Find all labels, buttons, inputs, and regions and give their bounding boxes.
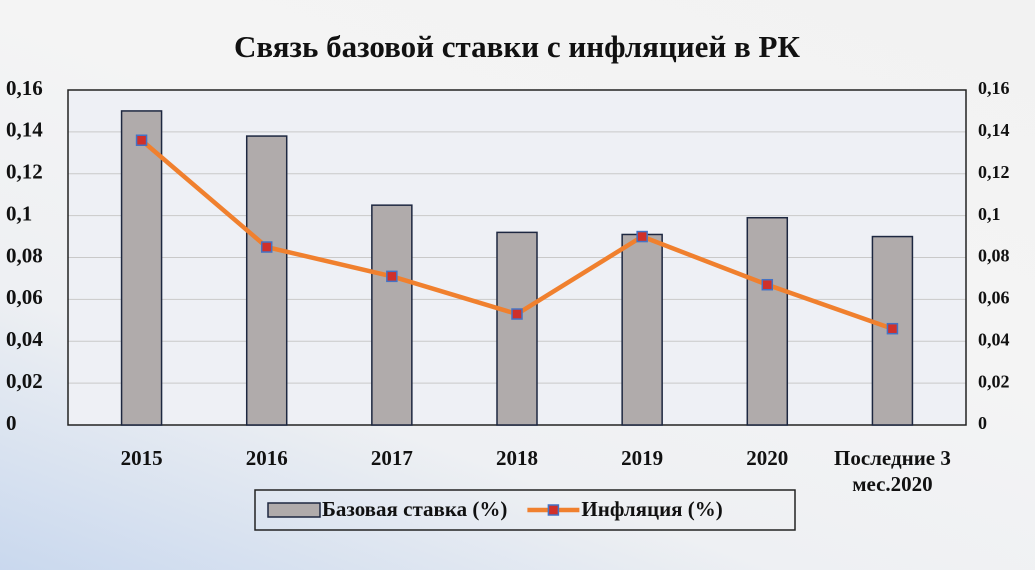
y2-tick-label: 0,06: [978, 288, 1010, 308]
x-tick-label: 2017: [370, 446, 413, 470]
bar: [371, 204, 413, 426]
line-marker: [135, 134, 148, 146]
y2-tick-label: 0,14: [978, 120, 1010, 140]
y-tick-label: 0,12: [6, 160, 43, 184]
y-tick-label: 0,14: [6, 118, 43, 142]
y-tick-label: 0: [6, 411, 17, 435]
x-tick-label: 2020: [746, 446, 789, 470]
y-tick-label: 0,08: [6, 243, 43, 267]
line-marker: [511, 308, 523, 320]
y2-tick-label: 0,12: [978, 162, 1010, 182]
x-tick-label: 2015: [120, 446, 163, 470]
legend-marker: [547, 504, 560, 516]
line-marker: [761, 278, 774, 291]
chart-title: Связь базовой ставки с инфляцией в РК: [234, 29, 800, 64]
bar: [496, 231, 538, 426]
x-tick-label: Последние 3 мес.2020: [833, 446, 951, 496]
line-marker: [260, 241, 273, 253]
line-marker: [886, 322, 899, 335]
legend-swatch: [267, 502, 321, 518]
bar: [245, 135, 288, 426]
y-tick-label: 0,06: [6, 285, 43, 309]
y-tick-label: 0,04: [6, 327, 43, 351]
line-marker: [386, 270, 398, 283]
bar: [746, 216, 789, 426]
legend-box: [254, 489, 796, 531]
x-tick-label: 2016: [245, 446, 288, 470]
y-tick-label: 0,1: [6, 201, 32, 225]
line-marker: [636, 230, 648, 243]
y2-tick-label: 0,16: [978, 78, 1010, 98]
legend-label: Инфляция (%): [581, 497, 722, 521]
x-tick-label: 2019: [621, 446, 664, 470]
y-tick-label: 0,16: [6, 76, 43, 100]
y-tick-label: 0,02: [6, 369, 43, 393]
bar: [120, 110, 163, 426]
y2-tick-label: 0,02: [978, 371, 1010, 391]
y2-tick-label: 0: [978, 413, 987, 433]
x-tick-label: 2018: [496, 446, 538, 470]
y2-tick-label: 0,04: [978, 329, 1010, 349]
y2-tick-label: 0,08: [978, 246, 1010, 266]
legend-label: Базовая ставка (%): [322, 497, 507, 521]
y2-tick-label: 0,1: [978, 204, 1001, 224]
bar: [621, 233, 663, 426]
